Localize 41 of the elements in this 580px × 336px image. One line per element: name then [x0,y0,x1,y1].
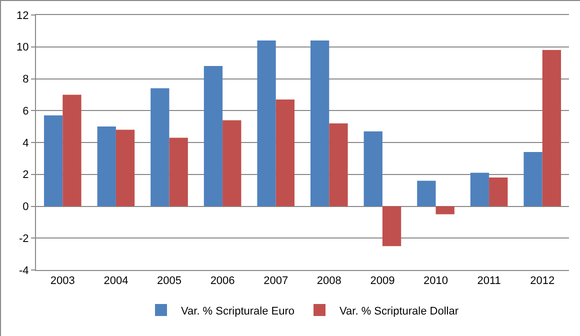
x-tick-label: 2004 [104,275,128,288]
bar [329,123,348,206]
bar [470,172,490,206]
bar [417,180,436,206]
bar [204,66,223,206]
x-tick-label: 2012 [530,275,555,288]
x-tick-label: 2003 [50,275,75,288]
bar [62,94,82,206]
y-tick-label: 10 [16,42,29,54]
y-tick-label: 12 [16,10,29,22]
x-tick-label: 2011 [477,275,501,288]
bar [169,138,188,206]
x-tick-label: 2006 [210,275,235,288]
x-tick-label: 2008 [316,275,342,288]
bar [436,206,454,214]
bar [150,88,170,206]
y-tick-label: 8 [22,74,29,86]
bar [524,152,542,206]
bar [276,99,294,206]
x-tick-label: 2010 [424,275,448,288]
legend-label: Var. % Scripturale Dollar [340,305,459,318]
bar [489,178,508,206]
y-tick-label: 0 [22,201,29,214]
bar [257,40,276,206]
x-tick-label: 2007 [264,275,288,288]
x-tick-label: 2009 [370,275,395,288]
bar [542,50,562,206]
y-tick-label: 2 [22,169,29,182]
x-tick-label: 2005 [157,275,182,288]
y-tick-label: -2 [19,232,29,245]
y-tick-label: 4 [22,137,29,150]
bar [97,126,116,206]
legend-label: Var. % Scripturale Euro [181,305,295,318]
y-tick-label: -4 [19,264,29,277]
bar [116,130,135,206]
bar [44,115,63,206]
bar [382,206,402,246]
bar [222,120,242,206]
y-tick-label: 6 [22,105,29,118]
bar [310,40,330,206]
bar [364,131,382,206]
